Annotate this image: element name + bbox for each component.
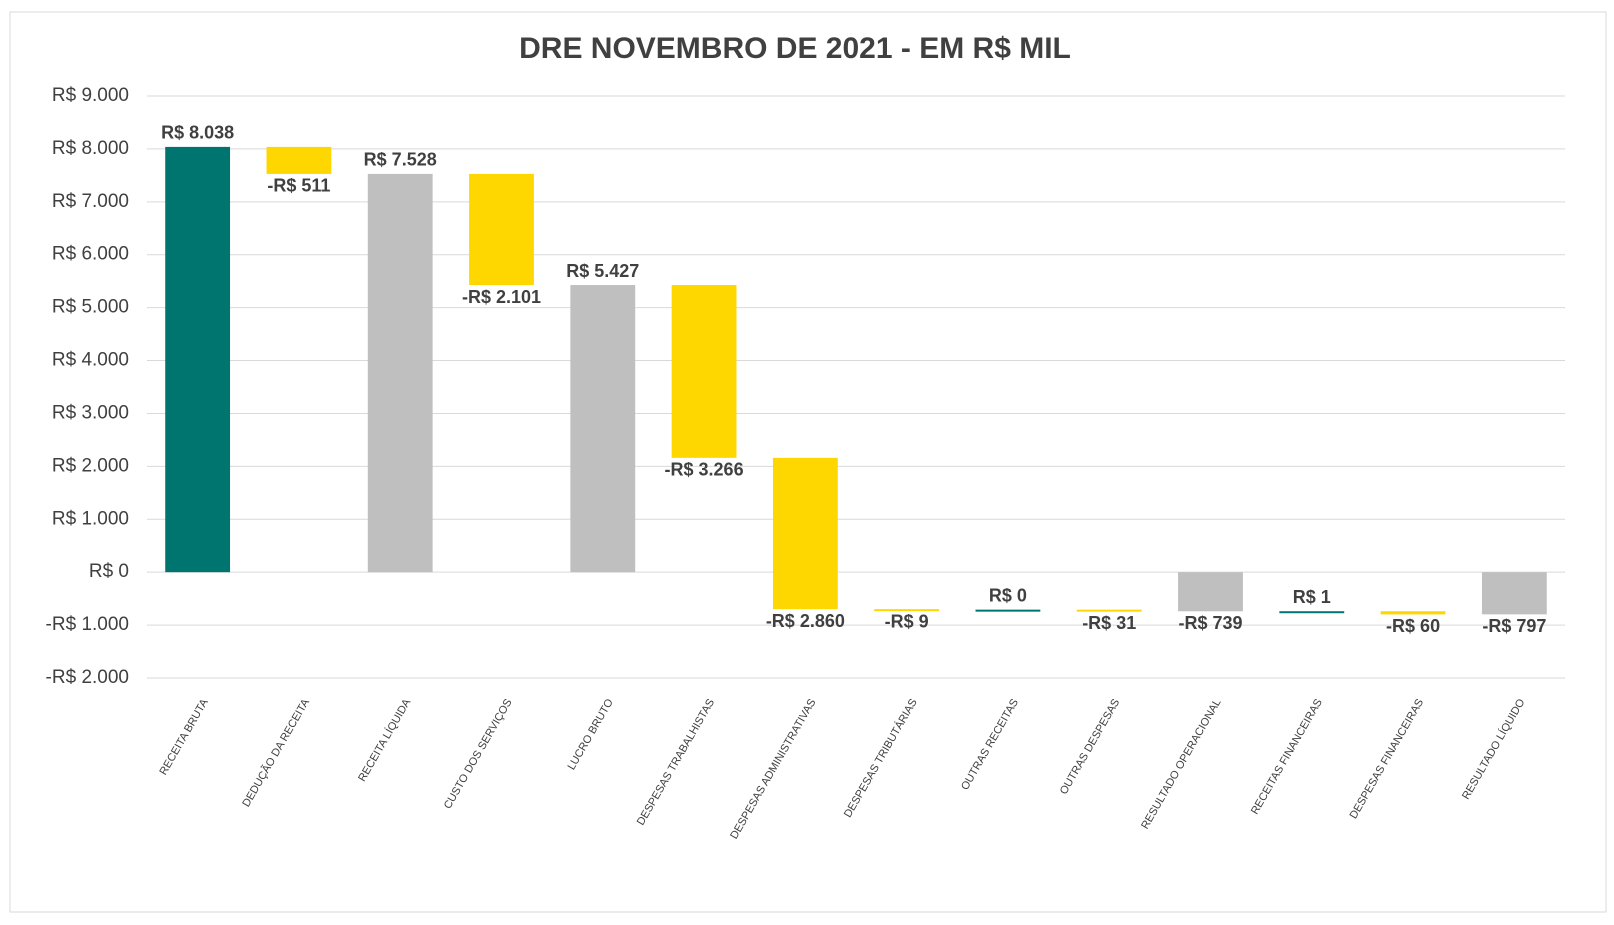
data-label: -R$ 9 [885,611,929,631]
bar [165,146,231,573]
bar [772,457,838,610]
y-tick-label: R$ 0 [89,561,129,582]
y-tick-label: -R$ 2.000 [46,667,129,688]
data-label: R$ 5.427 [566,261,639,281]
bar [570,285,636,573]
y-tick-label: R$ 6.000 [52,244,129,265]
bar [874,609,940,612]
y-tick-label: R$ 7.000 [52,191,129,212]
data-label: -R$ 2.101 [462,287,541,307]
data-label: -R$ 511 [267,176,330,196]
data-label: -R$ 60 [1386,616,1440,636]
y-tick-label: R$ 2.000 [52,455,129,476]
data-label: R$ 7.528 [364,150,437,170]
bar [1178,572,1243,612]
bar [1481,572,1547,615]
data-label: -R$ 31 [1082,613,1136,633]
y-tick-label: -R$ 1.000 [46,614,129,635]
y-tick-label: R$ 3.000 [52,402,129,423]
y-tick-label: R$ 9.000 [52,85,129,106]
data-label: R$ 8.038 [161,123,234,143]
bar [367,173,433,573]
data-label: -R$ 739 [1178,613,1242,633]
bar [1380,611,1446,615]
bar [975,609,1041,612]
bar [671,285,737,458]
data-label: -R$ 797 [1482,616,1546,636]
data-label: R$ 1 [1293,587,1331,607]
y-tick-label: R$ 1.000 [52,508,129,529]
data-label: R$ 0 [989,585,1027,605]
y-tick-label: R$ 8.000 [52,138,129,159]
y-tick-label: R$ 4.000 [52,350,129,371]
data-label: -R$ 3.266 [665,460,744,480]
chart-title: DRE NOVEMBRO DE 2021 - EM R$ MIL [519,32,1071,65]
data-label: -R$ 2.860 [766,611,845,631]
bar [469,173,534,286]
bar [266,146,332,174]
bar [1279,611,1345,614]
bar [1076,609,1142,612]
y-tick-label: R$ 5.000 [52,297,129,318]
